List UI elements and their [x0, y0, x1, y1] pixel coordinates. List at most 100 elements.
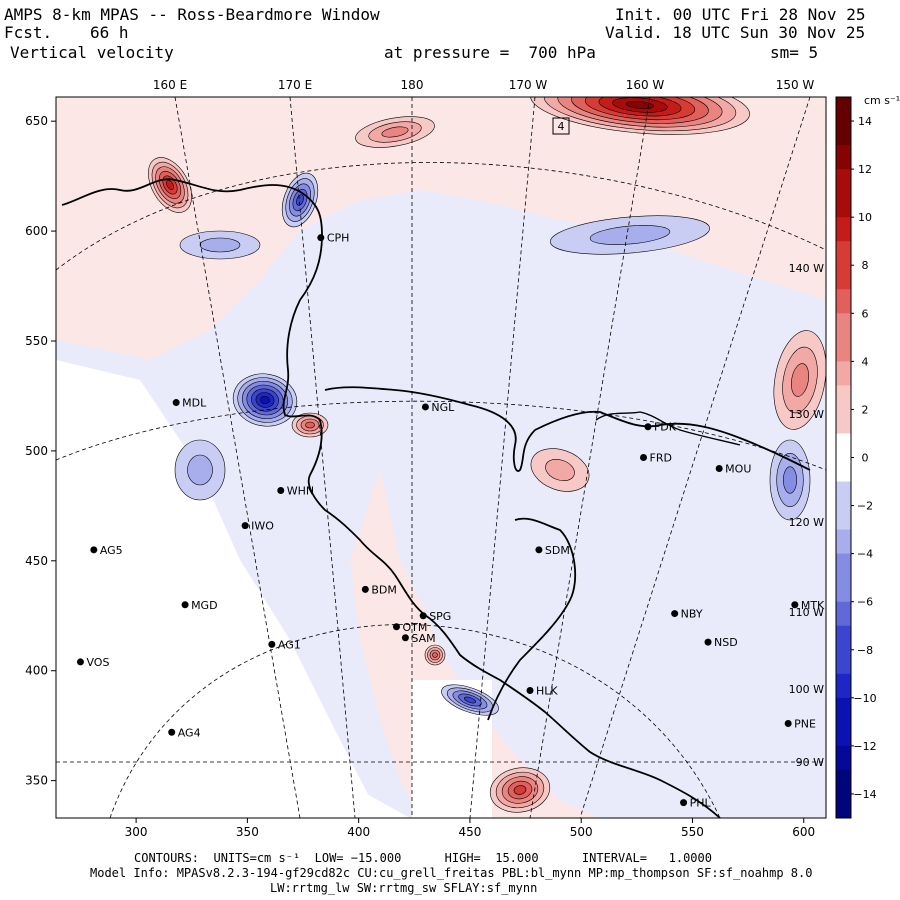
x-tick-label: 400 — [347, 825, 370, 839]
station-label: AG5 — [100, 544, 123, 557]
colorbar-label: 2 — [862, 403, 869, 416]
colorbar-segment — [836, 697, 851, 723]
station-dot — [268, 640, 276, 648]
colorbar-segment — [836, 649, 851, 675]
ice-shelf-grounding — [487, 517, 577, 721]
y-axis-ticks: 650 600 550 500 450 400 350 — [25, 114, 56, 788]
station-label: NGL — [431, 401, 455, 414]
downdraft-plateau — [187, 454, 213, 486]
colorbar-segment — [836, 409, 851, 434]
x-axis-ticks: 300 350 400 450 500 550 600 — [125, 818, 815, 839]
colorbar-label: −8 — [857, 644, 873, 657]
downdraft-north — [589, 225, 671, 245]
station-label: AG1 — [278, 638, 301, 651]
station-label: CPH — [327, 232, 350, 245]
station-label: PNE — [794, 717, 816, 730]
colorbar-segment — [836, 265, 851, 290]
colorbar-segment — [836, 169, 851, 194]
downdraft-coast — [464, 696, 476, 704]
colorbar-segment — [836, 241, 851, 266]
updraft-south — [513, 785, 527, 795]
colorbar-segment — [836, 769, 851, 795]
colorbar-segment — [836, 553, 851, 579]
colorbar-label: 4 — [862, 355, 869, 368]
longitude-label: 170 E — [278, 78, 312, 92]
colorbar-label: 12 — [858, 163, 872, 176]
box-marker — [552, 117, 570, 135]
station-label: VOS — [86, 656, 109, 669]
colorbar-segment — [836, 601, 851, 627]
station-label: BDM — [371, 583, 397, 596]
init-time: Init. 00 UTC Fri 28 Nov 25 — [615, 5, 866, 24]
colorbar-segment — [836, 97, 851, 122]
updraft-north — [625, 101, 655, 109]
colorbar-segment — [836, 121, 851, 146]
colorbar-segment — [836, 529, 851, 555]
updraft-ridge — [166, 180, 174, 190]
station-dot — [168, 728, 176, 736]
station-dot — [421, 403, 429, 411]
y-tick-label: 450 — [25, 554, 48, 568]
colorbar-segment — [836, 313, 851, 338]
colorbar-label: 0 — [862, 452, 869, 465]
map-field — [56, 97, 826, 818]
coastline-west — [61, 178, 721, 818]
colorbar-label: −14 — [853, 788, 876, 801]
plot-title: AMPS 8-km MPAS -- Ross-Beardmore Window — [4, 5, 380, 24]
station-label: SDM — [545, 544, 570, 557]
station-dot — [401, 634, 409, 642]
colorbar-segment — [836, 673, 851, 699]
station-label: FDK — [654, 421, 677, 434]
station-dot — [680, 799, 688, 807]
updraft-band — [381, 126, 409, 138]
station-dot — [317, 234, 325, 242]
station-dot — [419, 612, 427, 620]
y-tick-label: 650 — [25, 114, 48, 128]
station-label: IWO — [251, 520, 274, 533]
station-label: FRD — [650, 452, 672, 465]
x-tick-label: 600 — [792, 825, 815, 839]
station-dot — [535, 546, 543, 554]
station-label: MTK — [801, 599, 825, 612]
longitude-labels: 160 E 170 E 180 170 W 160 W 150 W — [153, 78, 815, 92]
pink-region-north — [56, 97, 826, 360]
colorbar-segment — [836, 145, 851, 170]
downdraft-ridge — [296, 194, 304, 206]
pressure-level: at pressure = 700 hPa — [384, 43, 596, 62]
colorbar-segment — [836, 193, 851, 218]
colorbar-segment — [836, 385, 851, 410]
station-label: SPG — [429, 610, 451, 623]
y-tick-label: 400 — [25, 664, 48, 678]
y-tick-label: 350 — [25, 774, 48, 788]
station-dot — [181, 601, 189, 609]
station-dot — [640, 454, 648, 461]
colorbar-segment — [836, 289, 851, 314]
updraft-mdl — [305, 421, 315, 429]
station-dot — [715, 464, 723, 472]
station-dot — [241, 522, 249, 530]
station-label: PHL — [690, 797, 712, 810]
right-longitude-label: 100 W — [789, 683, 824, 696]
x-tick-label: 450 — [458, 825, 481, 839]
colorbar-segment — [836, 217, 851, 242]
x-tick-label: 500 — [570, 825, 593, 839]
colorbar-segment — [836, 505, 851, 531]
colorbar-segment — [836, 577, 851, 603]
updraft-east — [790, 363, 810, 397]
station-dot — [172, 399, 180, 407]
colorbar-segment — [836, 793, 851, 819]
colorbar-label: 14 — [858, 115, 872, 128]
station-dot — [704, 638, 712, 646]
downdraft-west — [199, 237, 241, 253]
station-label: NSD — [714, 636, 738, 649]
station-label: AG4 — [178, 726, 201, 739]
y-tick-label: 550 — [25, 334, 48, 348]
box-label: 4 — [558, 120, 565, 133]
longitude-label: 180 — [401, 78, 424, 92]
marie-byrd-coast — [595, 411, 741, 446]
downdraft-mdl — [260, 395, 270, 405]
station-dot — [671, 610, 679, 618]
station-label: MOU — [725, 462, 751, 475]
contour-info: CONTOURS: UNITS=cm s⁻¹ LOW= −15.000 HIGH… — [134, 851, 712, 865]
valid-time: Valid. 18 UTC Sun 30 Nov 25 — [605, 23, 866, 42]
